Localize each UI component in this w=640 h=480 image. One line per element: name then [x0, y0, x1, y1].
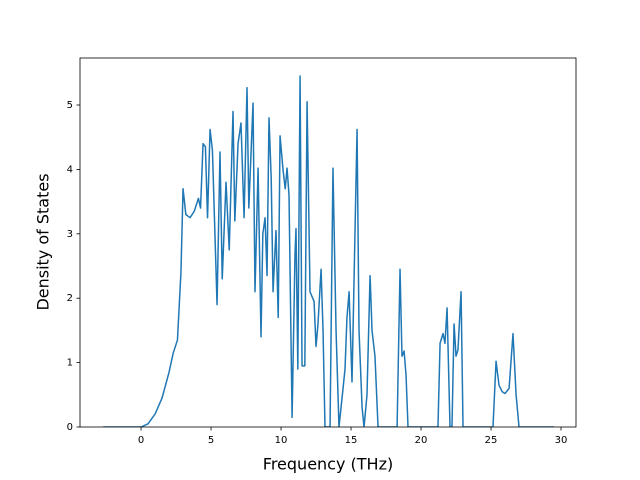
y-tick-label: 2 [67, 293, 73, 304]
y-tick-label: 1 [67, 358, 73, 369]
x-axis-label: Frequency (THz) [263, 455, 393, 474]
y-tick-label: 3 [67, 229, 73, 240]
x-tick-label: 25 [485, 435, 498, 446]
x-tick-label: 20 [415, 435, 428, 446]
x-tick-label: 0 [138, 435, 144, 446]
y-tick-label: 4 [67, 164, 73, 175]
y-tick-label: 0 [67, 422, 73, 433]
dos-line [103, 75, 555, 427]
plot-frame [79, 57, 577, 428]
x-tick-label: 5 [208, 435, 214, 446]
x-tick-label: 30 [555, 435, 568, 446]
x-tick-label: 15 [345, 435, 358, 446]
x-tick-label: 10 [275, 435, 288, 446]
y-axis-label: Density of States [34, 173, 53, 310]
y-tick-label: 5 [67, 100, 73, 111]
